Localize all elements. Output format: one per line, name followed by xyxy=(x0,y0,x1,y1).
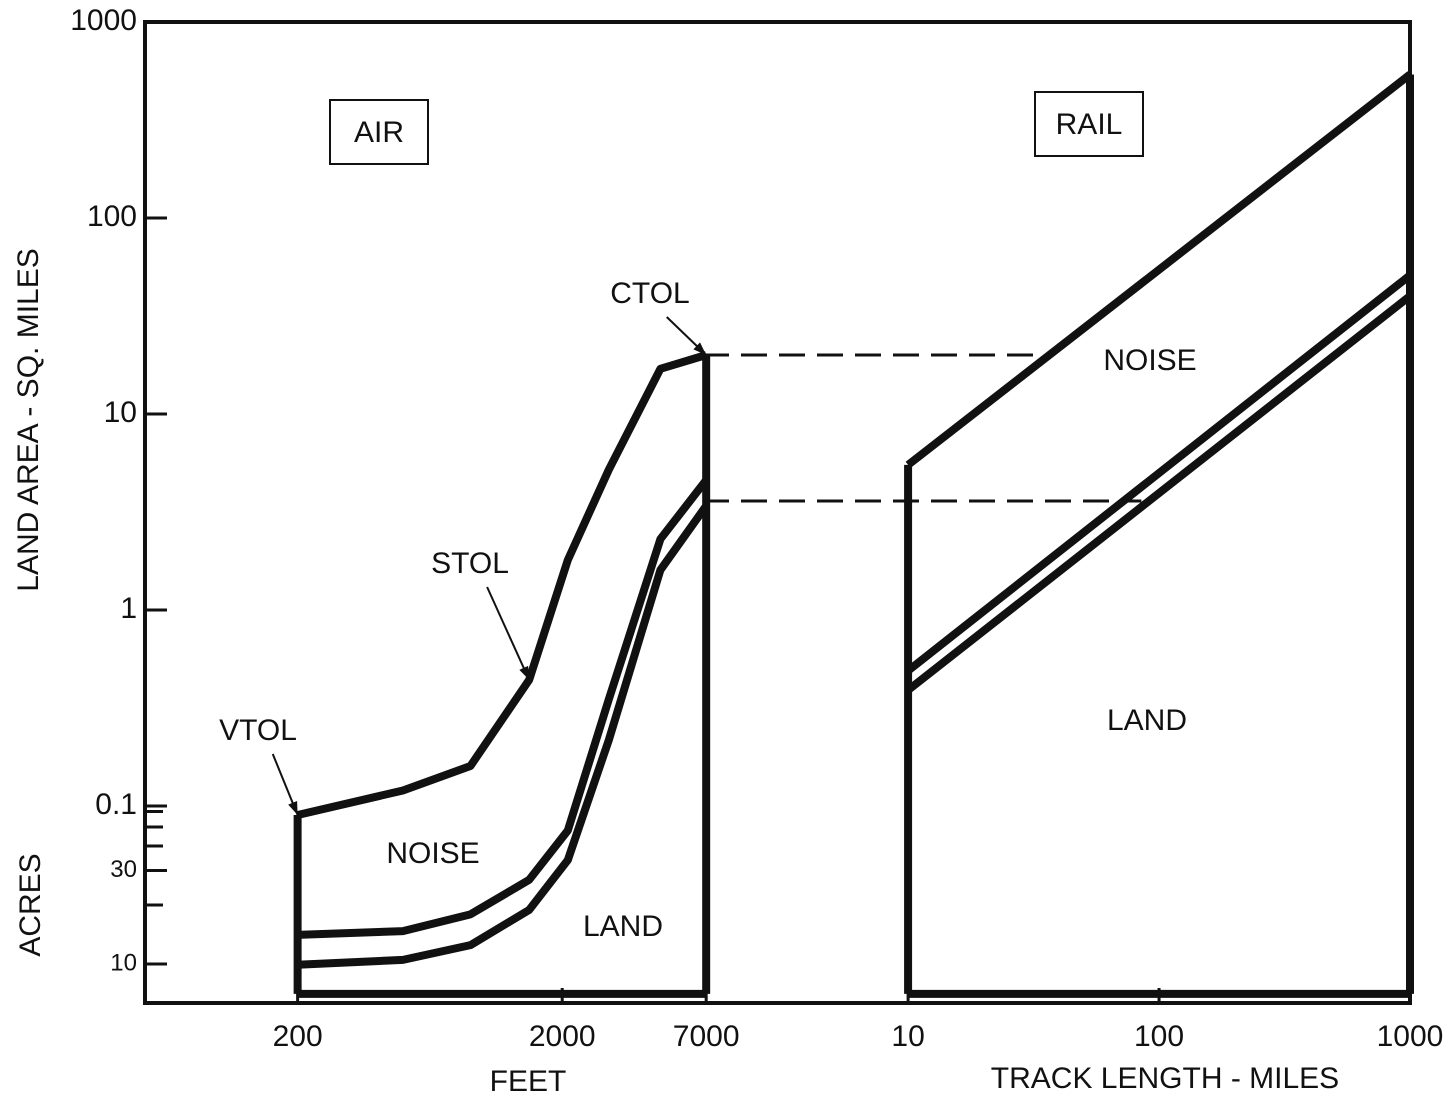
x-tick-label: 1000 xyxy=(1377,1020,1444,1053)
x-tick-label: 10 xyxy=(891,1020,924,1053)
y-tick-label: 1000 xyxy=(70,4,137,37)
x-tick-label: 200 xyxy=(273,1020,323,1053)
y-axis-label: LAND AREA - SQ. MILES xyxy=(12,248,45,591)
x-axis-label: TRACK LENGTH - MILES xyxy=(991,1062,1339,1095)
arrow-head xyxy=(519,665,530,680)
x-axis-label: FEET xyxy=(490,1065,567,1098)
plot-frame xyxy=(143,20,1412,1005)
y-tick-label: 1 xyxy=(120,592,137,625)
region-label: NOISE xyxy=(1103,344,1196,377)
region-label: NOISE xyxy=(386,837,479,870)
region-label: LAND xyxy=(583,910,663,943)
series-line xyxy=(297,503,710,969)
series-line xyxy=(905,292,1413,694)
y-tick-label: 0.1 xyxy=(95,788,137,821)
arrow-head xyxy=(288,800,298,815)
annotation-label: CTOL xyxy=(610,277,689,310)
series-line xyxy=(296,351,708,819)
series-line xyxy=(905,71,1413,469)
y-tick-label: 10 xyxy=(104,396,137,429)
arrow-head xyxy=(693,342,707,355)
y2-tick-label: 30 xyxy=(110,856,137,883)
label-box xyxy=(1034,91,1144,157)
annotation-label: STOL xyxy=(431,547,509,580)
y2-tick-label: 10 xyxy=(110,949,137,976)
series-line xyxy=(905,272,1413,674)
x-tick-label: 2000 xyxy=(529,1020,596,1053)
x-tick-label: 100 xyxy=(1134,1020,1184,1053)
annotation-label: VTOL xyxy=(219,714,297,747)
label-box xyxy=(329,99,429,165)
box-label: RAIL xyxy=(1056,108,1123,141)
series-line xyxy=(297,477,710,939)
y-tick-label: 100 xyxy=(87,200,137,233)
box-label: AIR xyxy=(354,116,404,149)
x-tick-label: 7000 xyxy=(673,1020,740,1053)
annotation-arrow xyxy=(486,586,531,681)
y2-axis-label: ACRES xyxy=(14,853,47,956)
region-label: LAND xyxy=(1107,704,1187,737)
